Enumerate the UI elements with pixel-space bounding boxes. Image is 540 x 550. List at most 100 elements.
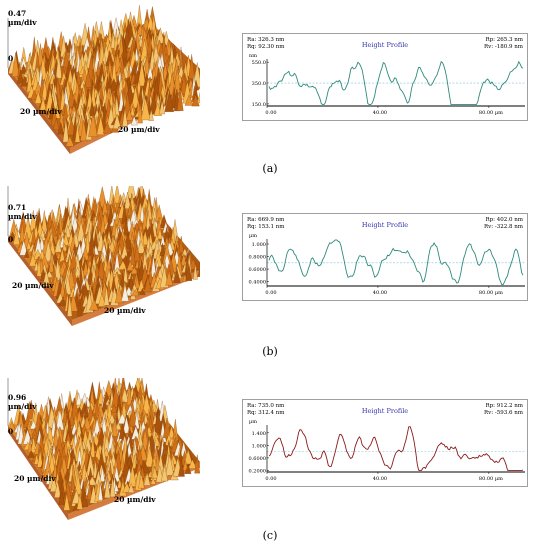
profile-trace (268, 426, 524, 472)
afm-peak (128, 273, 135, 292)
afm-peak (129, 404, 138, 427)
afm-y-label: 20 µm/div (20, 107, 62, 116)
profile-trace (268, 60, 524, 106)
stat-rq: Rq: 312.4 nm (247, 410, 285, 416)
afm-peak (62, 117, 69, 143)
afm-peak (115, 421, 122, 430)
afm-peak (62, 232, 70, 246)
afm-image-c: 0.96 µm/div 0 20 µm/div 20 µm/div (0, 378, 200, 538)
afm-peak (124, 191, 131, 209)
afm-peak (54, 238, 62, 253)
x-tick-label: 40.00 (373, 476, 387, 482)
x-tick-label: 0.00 (265, 290, 276, 296)
afm-peak (117, 477, 123, 489)
y-tick-label: 0.6000 (249, 456, 267, 462)
x-tick-label: 0.00 (265, 110, 276, 116)
stat-rq: Rq: 153.1 nm (247, 224, 285, 230)
x-tick-label: 80.00 µm (479, 476, 503, 482)
afm-peak (59, 279, 66, 298)
afm-base-side-left (8, 236, 72, 326)
afm-peak (144, 275, 152, 293)
afm-peak (111, 420, 119, 437)
afm-peak (122, 107, 128, 127)
afm-peak (97, 389, 105, 405)
afm-peak (127, 483, 135, 493)
afm-peak (70, 475, 76, 491)
afm-y-label: 20 µm/div (12, 281, 54, 290)
afm-peak (109, 476, 116, 498)
afm-peak (26, 240, 32, 250)
afm-peak (67, 220, 73, 231)
afm-base-side-left (8, 68, 70, 154)
afm-peak (77, 299, 83, 317)
y-unit: µm (249, 419, 257, 425)
afm-peak (119, 452, 125, 472)
afm-peak (123, 264, 129, 283)
afm-peak (19, 239, 28, 256)
x-tick-label: 0.00 (265, 476, 276, 482)
afm-peak (103, 285, 110, 306)
afm-z-zero: 0 (8, 235, 14, 244)
afm-peak (159, 99, 166, 115)
afm-peak (184, 94, 194, 106)
afm-surface-b (7, 186, 200, 326)
afm-peak (193, 263, 198, 280)
height-profile-b: Ra: 669.9 nm Rq: 153.1 nm Rp: 402.0 nm Rv: … (242, 213, 528, 301)
afm-peak (149, 90, 158, 115)
y-tick-label: 1.000 (252, 443, 266, 449)
afm-peak (173, 268, 181, 283)
afm-peak (41, 79, 48, 101)
afm-peak (131, 289, 140, 297)
afm-peak (27, 450, 36, 458)
afm-peak (184, 463, 192, 474)
afm-peak (143, 413, 149, 425)
afm-peak (121, 284, 129, 302)
afm-peak (67, 294, 73, 317)
afm-z-unit: µm/div (8, 18, 37, 27)
afm-peak (165, 270, 173, 286)
afm-peak (166, 226, 174, 237)
afm-peak (28, 253, 38, 267)
afm-peak (131, 454, 137, 469)
afm-peak (164, 90, 175, 112)
stat-rq: Rq: 92.30 nm (247, 44, 285, 50)
stat-ra: Ra: 669.9 nm (247, 217, 285, 223)
afm-peak (83, 416, 92, 430)
height-profile-a: Ra: 326.3 nm Rq: 92.30 nm Rp: 265.3 nm Rv: … (242, 33, 528, 121)
afm-peak (87, 476, 98, 486)
afm-peak (16, 70, 25, 84)
x-tick-label: 80.00 µm (479, 290, 503, 296)
y-tick-label: 1.000 (252, 242, 266, 248)
afm-peak (138, 474, 145, 489)
afm-peak (114, 286, 124, 304)
afm-peak (178, 236, 185, 253)
y-tick-label: 550.0 (252, 60, 266, 66)
afm-peak (113, 483, 119, 492)
caption-b: (b) (262, 345, 278, 358)
afm-peak (188, 459, 197, 469)
y-tick-label: 1.400 (252, 431, 266, 437)
afm-peak (185, 263, 193, 281)
y-unit: µm (249, 233, 257, 239)
y-tick-label: 0.2000 (249, 468, 267, 474)
afm-peak (142, 393, 151, 415)
afm-peak (7, 421, 16, 432)
afm-peak (122, 416, 131, 434)
afm-peak (159, 243, 166, 257)
afm-peak (130, 267, 139, 275)
afm-peak (104, 477, 111, 499)
afm-peak (75, 392, 82, 406)
afm-peak (20, 64, 27, 74)
afm-peak (34, 453, 40, 465)
y-tick-label: 0.6000 (249, 267, 267, 273)
afm-peak (58, 491, 66, 505)
afm-peak (37, 43, 44, 67)
stat-rv: Rv: -322.8 nm (484, 224, 524, 230)
afm-peak (52, 462, 58, 478)
afm-peak (41, 210, 48, 233)
afm-peak (128, 464, 137, 487)
afm-peak (42, 269, 51, 287)
afm-peak (137, 61, 146, 87)
